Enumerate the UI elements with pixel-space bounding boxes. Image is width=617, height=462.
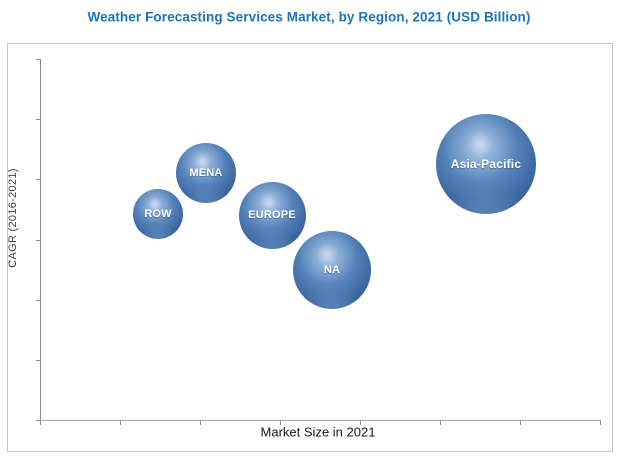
- y-axis-tick: [36, 59, 40, 60]
- bubble-europe: EUROPE: [238, 181, 306, 249]
- x-axis-tick: [40, 421, 41, 425]
- plot-area: ROW MENA EUROPE NA Asia-Pacific: [7, 43, 613, 452]
- bubble-row: ROW: [133, 189, 183, 239]
- bubble-label: NA: [323, 264, 341, 276]
- bubble-label: Asia-Pacific: [450, 157, 522, 171]
- x-axis-tick: [120, 421, 121, 425]
- y-axis-tick: [36, 239, 40, 241]
- bubble-label: ROW: [144, 208, 172, 220]
- y-axis-tick: [36, 359, 40, 361]
- y-axis-tick: [36, 179, 40, 181]
- bubble-asia-pacific: Asia-Pacific: [436, 114, 536, 214]
- x-axis-tick: [440, 421, 441, 425]
- y-axis-tick: [36, 299, 40, 301]
- x-axis-tick: [280, 421, 281, 425]
- chart-title: Weather Forecasting Services Market, by …: [87, 9, 531, 25]
- bubble-layer: ROW MENA EUROPE NA Asia-Pacific: [8, 44, 612, 451]
- x-axis-tick: [200, 421, 201, 425]
- x-axis-tick: [520, 421, 521, 425]
- y-axis-tick: [36, 420, 40, 421]
- x-axis-label: Market Size in 2021: [260, 424, 376, 440]
- y-axis-tick: [36, 119, 40, 121]
- x-axis-tick: [600, 421, 601, 425]
- x-axis-tick: [360, 421, 361, 425]
- x-axis-line: [40, 420, 601, 421]
- bubble-mena: MENA: [176, 143, 236, 203]
- y-axis-line: [40, 59, 41, 420]
- bubble-na: NA: [293, 231, 371, 309]
- bubble-label: EUROPE: [248, 209, 296, 221]
- y-axis-label: CAGR (2016-2021): [7, 168, 19, 268]
- bubble-label: MENA: [189, 167, 223, 179]
